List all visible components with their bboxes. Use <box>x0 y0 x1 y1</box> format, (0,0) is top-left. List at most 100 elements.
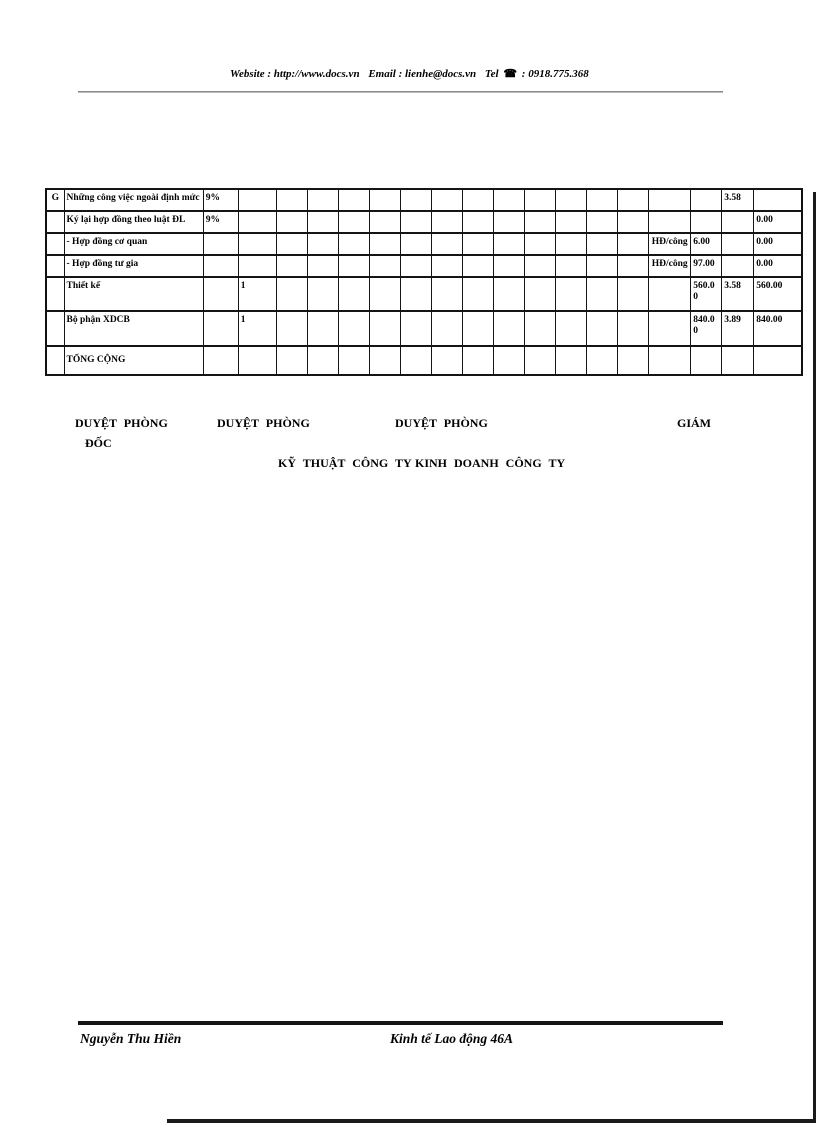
signature-doc: ĐỐC <box>85 436 112 450</box>
cell-empty <box>275 254 308 278</box>
cell-empty <box>555 254 588 278</box>
cell-total <box>753 188 803 212</box>
cell-section <box>45 210 65 234</box>
cell-unit <box>648 210 692 234</box>
cell-empty <box>617 310 650 347</box>
table-row: Thiết kế 1 560.00 3.58 560.00 <box>45 276 803 312</box>
cell-empty <box>555 276 588 312</box>
cell-number: 840.00 <box>690 310 723 347</box>
cell-empty <box>275 345 308 376</box>
cell-percent <box>202 254 239 278</box>
cell-empty <box>337 276 370 312</box>
cell-unit <box>648 188 692 212</box>
cell-empty <box>368 188 401 212</box>
cell-qty <box>237 188 277 212</box>
cell-description: - Hợp đồng cơ quan <box>63 232 204 256</box>
cell-qty <box>237 254 277 278</box>
cell-empty <box>430 276 463 312</box>
cell-rate <box>721 254 755 278</box>
cell-description: Thiết kế <box>63 276 204 312</box>
cell-empty <box>430 210 463 234</box>
cell-empty <box>524 254 557 278</box>
table-row-total: TỔNG CỘNG <box>45 345 803 376</box>
footer-author: Nguyễn Thu Hiền <box>80 1031 182 1046</box>
cell-empty <box>461 232 494 256</box>
cell-unit: HĐ/công <box>648 254 692 278</box>
cell-empty <box>461 345 494 376</box>
cell-section <box>45 310 65 347</box>
cell-empty <box>524 345 557 376</box>
cell-unit <box>648 276 692 312</box>
cell-rate: 3.89 <box>721 310 755 347</box>
table-row: - Hợp đồng tư gia HĐ/công 97.00 0.00 <box>45 254 803 278</box>
footer-divider <box>78 1021 723 1025</box>
cell-empty <box>337 345 370 376</box>
cell-description: - Hợp đồng tư gia <box>63 254 204 278</box>
cell-number <box>690 210 723 234</box>
cell-empty <box>399 310 432 347</box>
phone-icon: ☎ <box>503 68 518 80</box>
cell-empty <box>337 188 370 212</box>
cell-number: 6.00 <box>690 232 723 256</box>
cell-empty <box>586 188 619 212</box>
cell-section <box>45 345 65 376</box>
cell-rate <box>721 345 755 376</box>
cell-empty <box>399 188 432 212</box>
header-tel-value: : 0918.775.368 <box>521 68 589 80</box>
cell-empty <box>586 276 619 312</box>
cell-number <box>690 188 723 212</box>
cell-unit <box>648 345 692 376</box>
cell-qty <box>237 210 277 234</box>
cell-percent <box>202 232 239 256</box>
cell-rate <box>721 232 755 256</box>
cell-section <box>45 276 65 312</box>
cell-empty <box>492 210 526 234</box>
cell-empty <box>617 254 650 278</box>
cell-percent <box>202 345 239 376</box>
cell-empty <box>617 188 650 212</box>
cell-total <box>753 345 803 376</box>
header-contact-line: Website : http://www.docs.vn Email : lie… <box>230 67 790 80</box>
cell-empty <box>492 254 526 278</box>
cell-empty <box>586 210 619 234</box>
table-row: Bộ phận XDCB 1 840.00 3.89 840.00 <box>45 310 803 347</box>
signature-approve-1: DUYỆT PHÒNG <box>75 416 168 430</box>
cell-empty <box>275 232 308 256</box>
cell-empty <box>461 188 494 212</box>
signature-approve-3: DUYỆT PHÒNG <box>395 416 488 430</box>
cell-empty <box>306 232 339 256</box>
cell-empty <box>430 310 463 347</box>
cell-description: Những công việc ngoài định mức <box>63 188 204 212</box>
cell-number: 97.00 <box>690 254 723 278</box>
header-tel-label: Tel <box>484 68 499 80</box>
cell-empty <box>368 345 401 376</box>
cell-description: Bộ phận XDCB <box>63 310 204 347</box>
cell-empty <box>461 210 494 234</box>
cell-empty <box>399 254 432 278</box>
cell-empty <box>555 345 588 376</box>
cell-empty <box>337 232 370 256</box>
cell-empty <box>430 232 463 256</box>
cell-empty <box>617 232 650 256</box>
cell-empty <box>275 188 308 212</box>
cell-empty <box>306 188 339 212</box>
cell-empty <box>586 345 619 376</box>
cell-total: 0.00 <box>753 254 803 278</box>
cell-empty <box>555 188 588 212</box>
cell-total: 0.00 <box>753 210 803 234</box>
cell-empty <box>586 232 619 256</box>
table-row: - Hợp đồng cơ quan HĐ/công 6.00 0.00 <box>45 232 803 256</box>
cell-empty <box>306 310 339 347</box>
cell-number: 560.00 <box>690 276 723 312</box>
cell-empty <box>399 210 432 234</box>
cell-empty <box>368 276 401 312</box>
cell-empty <box>306 254 339 278</box>
cell-empty <box>430 188 463 212</box>
cell-empty <box>368 310 401 347</box>
cell-rate: 3.58 <box>721 276 755 312</box>
cell-empty <box>617 210 650 234</box>
cell-empty <box>368 210 401 234</box>
cell-empty <box>275 310 308 347</box>
cell-empty <box>430 345 463 376</box>
